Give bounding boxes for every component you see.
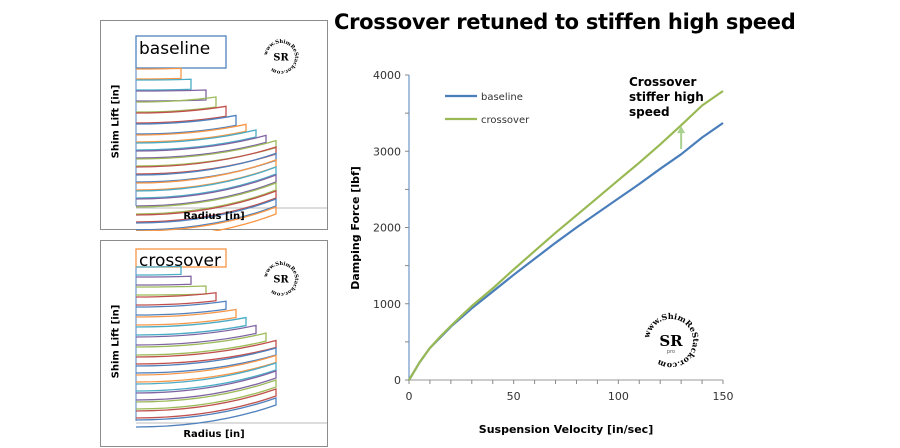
x-tick-label: 50 [507, 390, 521, 403]
x-axis-title: Suspension Velocity [in/sec] [479, 423, 653, 436]
shim-outline [135, 285, 207, 296]
shim-outline [135, 362, 277, 392]
x-tick-label: 0 [406, 390, 413, 403]
shim-outline [135, 114, 237, 135]
shim-outline [135, 158, 277, 191]
shim-outline [135, 370, 277, 401]
shim-outline [135, 300, 227, 316]
radius-axis-label: Radius [in] [183, 211, 245, 222]
baseline-shim-panel: Shim Lift [in] www.ShimReStackor.com SR b… [100, 20, 328, 231]
y-tick-label: 0 [394, 374, 401, 387]
shim-outline [135, 265, 182, 276]
shim-outline [135, 174, 277, 207]
legend-label-crossover: crossover [481, 115, 530, 126]
chart-axes: 0 1000 2000 3000 4000 0 50 100 150 [373, 69, 734, 403]
shim-outline [135, 354, 277, 383]
y-tick-label: 4000 [373, 69, 401, 82]
shim-outline [135, 198, 277, 231]
shim-outline [135, 332, 267, 356]
baseline-label: baseline [139, 39, 211, 59]
shim-outline [135, 182, 277, 215]
annotation-text: speed [629, 105, 670, 119]
y-tick-label: 3000 [373, 145, 401, 158]
shim-outline [135, 89, 207, 102]
y-tick-label: 2000 [373, 222, 401, 235]
svg-text:SR: SR [659, 332, 683, 350]
annotation-text: Crossover [629, 75, 696, 89]
shim-outline [135, 166, 277, 199]
crossover-label: crossover [139, 251, 221, 271]
arrow-head-icon [677, 126, 686, 134]
shim-outline [135, 134, 267, 159]
crossover-series-line [408, 90, 724, 381]
shim-outline [135, 129, 257, 151]
shim-outline [135, 190, 277, 223]
shim-outline [135, 291, 217, 306]
shim-outline [135, 379, 277, 410]
radius-axis-label: Radius [in] [183, 429, 245, 440]
x-tick-label: 100 [608, 390, 629, 403]
shim-outline [135, 324, 257, 346]
y-axis-title: Damping Force [lbf] [349, 166, 362, 290]
chart-series [408, 90, 724, 381]
y-tick-label: 1000 [373, 298, 401, 311]
shim-outline [135, 316, 247, 336]
shim-outline [135, 397, 277, 428]
shim-outline [135, 123, 247, 143]
shim-outline [135, 146, 277, 175]
legend-label-baseline: baseline [481, 92, 523, 103]
x-tick-label: 150 [713, 390, 734, 403]
shim-outline [135, 388, 277, 419]
shim-outline [135, 339, 277, 365]
annotation-text: stiffer high [629, 90, 704, 104]
shim-outline [135, 96, 217, 113]
svg-text:SR: SR [273, 274, 289, 285]
shim-outline [135, 347, 277, 374]
svg-text:pro: pro [667, 349, 675, 355]
shim-outline [135, 275, 192, 286]
shim-outline [135, 206, 277, 231]
shim-outline [135, 78, 192, 91]
shim-outline [135, 67, 182, 80]
shim-outline [135, 139, 277, 167]
crossover-shim-panel: Shim Lift [in] www.ShimReStackor.com SR c… [100, 240, 328, 447]
shim-outline [135, 308, 237, 326]
chart-legend: baseline crossover [445, 92, 530, 126]
shim-outline [135, 105, 227, 124]
page-title: Crossover retuned to stiffen high speed [334, 10, 796, 34]
shim-outline [135, 152, 277, 183]
svg-text:SR: SR [273, 52, 289, 63]
